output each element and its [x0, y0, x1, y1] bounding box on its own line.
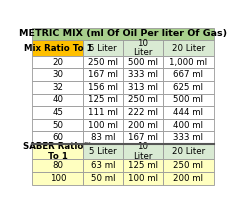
Bar	[83, 68, 123, 81]
Bar	[163, 81, 214, 94]
Bar	[32, 131, 83, 144]
Text: 50: 50	[52, 121, 63, 130]
Text: 100: 100	[50, 174, 66, 183]
Bar	[123, 106, 163, 119]
Text: 400 ml: 400 ml	[173, 121, 203, 130]
Bar	[83, 106, 123, 119]
Bar	[83, 81, 123, 94]
Bar	[123, 41, 163, 56]
Text: 60: 60	[52, 133, 63, 142]
Text: 625 ml: 625 ml	[173, 83, 203, 92]
Text: 125 ml: 125 ml	[88, 95, 118, 104]
Text: 200 ml: 200 ml	[173, 174, 203, 183]
Bar	[163, 56, 214, 68]
Bar	[163, 94, 214, 106]
Text: 667 ml: 667 ml	[173, 70, 203, 79]
Text: 80: 80	[52, 161, 63, 170]
Bar	[32, 119, 83, 131]
Bar	[163, 159, 214, 172]
Text: 100 ml: 100 ml	[88, 121, 118, 130]
Text: 30: 30	[52, 70, 63, 79]
Text: 20 Liter: 20 Liter	[172, 44, 205, 52]
Text: 333 ml: 333 ml	[173, 133, 203, 142]
Text: 10
Liter: 10 Liter	[133, 142, 153, 161]
Bar	[163, 106, 214, 119]
Bar	[83, 131, 123, 144]
Text: 156 ml: 156 ml	[88, 83, 118, 92]
Text: 333 ml: 333 ml	[128, 70, 158, 79]
Bar	[32, 172, 83, 185]
Text: 125 ml: 125 ml	[128, 161, 158, 170]
Text: 167 ml: 167 ml	[128, 133, 158, 142]
Bar	[83, 94, 123, 106]
Text: SABER Ratio™
To 1: SABER Ratio™ To 1	[23, 142, 92, 161]
Text: 63 ml: 63 ml	[91, 161, 115, 170]
Bar	[32, 41, 83, 56]
Bar	[163, 68, 214, 81]
Bar	[32, 94, 83, 106]
Text: 222 ml: 222 ml	[128, 108, 158, 117]
Bar	[32, 81, 83, 94]
Bar	[83, 119, 123, 131]
Text: Mix Ratio To 1: Mix Ratio To 1	[24, 44, 92, 52]
Text: 250 ml: 250 ml	[88, 58, 118, 67]
Bar	[123, 159, 163, 172]
Text: 100 ml: 100 ml	[128, 174, 158, 183]
Text: METRIC MIX (ml Of Oil Per liter Of Gas): METRIC MIX (ml Of Oil Per liter Of Gas)	[19, 29, 227, 38]
Text: 111 ml: 111 ml	[88, 108, 118, 117]
Bar	[123, 94, 163, 106]
Bar	[123, 119, 163, 131]
Bar	[123, 68, 163, 81]
Text: 32: 32	[52, 83, 63, 92]
Bar	[163, 144, 214, 159]
Text: 20: 20	[52, 58, 63, 67]
Bar	[123, 131, 163, 144]
Bar	[123, 56, 163, 68]
Bar	[83, 172, 123, 185]
Bar	[123, 172, 163, 185]
Bar	[32, 159, 83, 172]
Bar	[32, 56, 83, 68]
Bar	[123, 81, 163, 94]
Text: 45: 45	[52, 108, 63, 117]
Bar	[163, 41, 214, 56]
Text: 50 ml: 50 ml	[91, 174, 115, 183]
Text: 500 ml: 500 ml	[128, 58, 158, 67]
Text: 10
Liter: 10 Liter	[133, 39, 153, 58]
Text: 167 ml: 167 ml	[88, 70, 118, 79]
Text: 250 ml: 250 ml	[173, 161, 203, 170]
Text: 83 ml: 83 ml	[91, 133, 115, 142]
Bar	[83, 41, 123, 56]
Text: 20 Liter: 20 Liter	[172, 147, 205, 156]
Text: 5 Liter: 5 Liter	[89, 147, 117, 156]
Text: 1,000 ml: 1,000 ml	[169, 58, 207, 67]
Text: 500 ml: 500 ml	[173, 95, 203, 104]
Text: 40: 40	[52, 95, 63, 104]
Bar	[163, 131, 214, 144]
Text: 313 ml: 313 ml	[128, 83, 158, 92]
Bar	[32, 144, 83, 159]
Bar	[83, 144, 123, 159]
Bar	[123, 144, 163, 159]
Text: 200 ml: 200 ml	[128, 121, 158, 130]
Text: 444 ml: 444 ml	[173, 108, 203, 117]
Bar	[83, 56, 123, 68]
Bar	[32, 28, 214, 41]
Bar	[163, 119, 214, 131]
Text: 5 Liter: 5 Liter	[89, 44, 117, 52]
Bar	[163, 172, 214, 185]
Bar	[32, 68, 83, 81]
Text: 250 ml: 250 ml	[128, 95, 158, 104]
Bar	[83, 159, 123, 172]
Bar	[32, 106, 83, 119]
